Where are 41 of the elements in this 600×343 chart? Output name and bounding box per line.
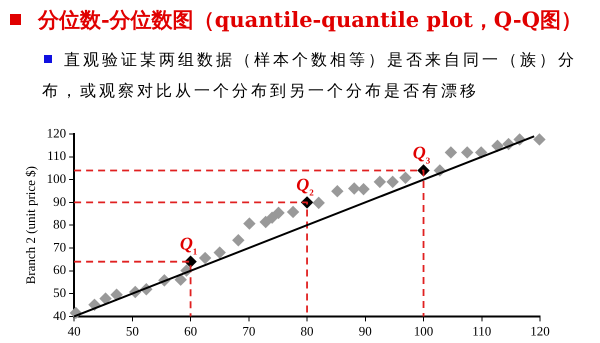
point xyxy=(386,176,399,188)
point xyxy=(358,183,370,196)
point xyxy=(444,146,457,158)
chart-subtitle: 直观验证某两组数据（样本个数相等）是否来自同一（族）分布，或观察对比从一个分布到另一个分布是否有漂移 xyxy=(42,49,578,102)
point xyxy=(100,292,112,305)
point xyxy=(260,216,272,228)
x-tick-label: 80 xyxy=(300,324,314,339)
y-tick-label: 90 xyxy=(53,194,66,209)
point xyxy=(272,206,285,219)
y-axis-title: Branch 2 (unit price $) xyxy=(23,166,38,284)
point xyxy=(199,252,212,264)
y-tick-label: 120 xyxy=(46,125,66,140)
point xyxy=(533,133,546,146)
x-tick-label: 110 xyxy=(472,324,492,339)
chart-title: 分位数-分位数图（quantile-quantile plot，Q-Q图） xyxy=(38,6,582,34)
x-tick-label: 40 xyxy=(68,324,81,339)
x-tick-label: 50 xyxy=(126,324,139,339)
x-tick-label: 100 xyxy=(414,324,434,339)
x-tick-label: 60 xyxy=(184,324,198,339)
point xyxy=(232,234,244,246)
point xyxy=(174,274,187,286)
point xyxy=(287,206,300,218)
point xyxy=(374,176,386,188)
x-tick-label: 90 xyxy=(358,324,372,339)
point xyxy=(312,196,325,209)
point xyxy=(110,288,123,301)
y-tick-label: 60 xyxy=(53,262,66,278)
point xyxy=(491,140,504,152)
point xyxy=(461,146,474,158)
y-tick-label: 50 xyxy=(53,285,66,300)
y-tick-label: 110 xyxy=(47,148,66,164)
x-tick-label: 70 xyxy=(242,324,256,339)
point xyxy=(399,172,412,184)
point xyxy=(243,218,256,230)
y-tick-label: 80 xyxy=(53,216,66,232)
y-tick-label: 40 xyxy=(53,308,66,323)
y-tick-label: 100 xyxy=(46,171,66,186)
x-tick-label: 120 xyxy=(530,324,550,339)
point xyxy=(331,185,344,198)
y-tick-label: 70 xyxy=(53,239,66,254)
point xyxy=(214,246,226,259)
